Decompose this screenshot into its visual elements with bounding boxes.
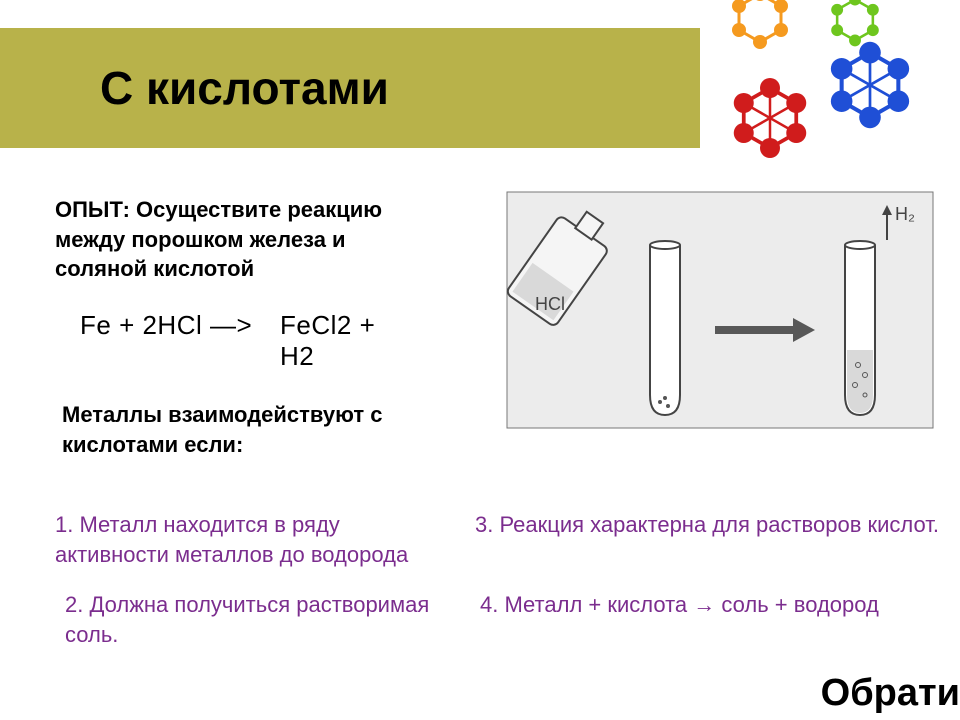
rule-1: 1. Металл находится в ряду активности ме… [55, 510, 455, 569]
title-bar: С кислотами [0, 28, 700, 148]
molecule-icon [700, 0, 960, 170]
molecule-decoration [700, 0, 960, 170]
rule-2: 2. Должна получиться растворимая соль. [65, 590, 465, 649]
formula-right-line1: FeCl2 + [280, 310, 375, 340]
test-tube-1-icon [650, 241, 680, 415]
test-tube-2-icon [845, 241, 875, 415]
hcl-label: HCl [535, 294, 565, 314]
molecule-green [831, 0, 879, 46]
formula-right-line2: H2 [280, 341, 314, 371]
title-text: С кислотами [100, 61, 389, 115]
formula-left: Fe + 2HCl —> [80, 310, 252, 341]
molecule-red [734, 78, 807, 158]
formula-right: FeCl2 + H2 [280, 310, 375, 372]
molecule-orange [732, 0, 788, 49]
rule-3: 3. Реакция характерна для растворов кисл… [475, 510, 955, 540]
molecule-blue [831, 42, 909, 128]
rule-4: 4. Металл + кислота → соль + водород [480, 590, 880, 620]
experiment-diagram: HCl H₂ [505, 190, 935, 430]
h2-label: H₂ [895, 204, 915, 224]
experiment-text: ОПЫТ: Осуществите реакцию между порошком… [55, 195, 435, 284]
partial-cutoff-text: Обрати [821, 672, 960, 715]
metals-text: Металлы взаимодействуют с кислотами если… [62, 400, 432, 459]
